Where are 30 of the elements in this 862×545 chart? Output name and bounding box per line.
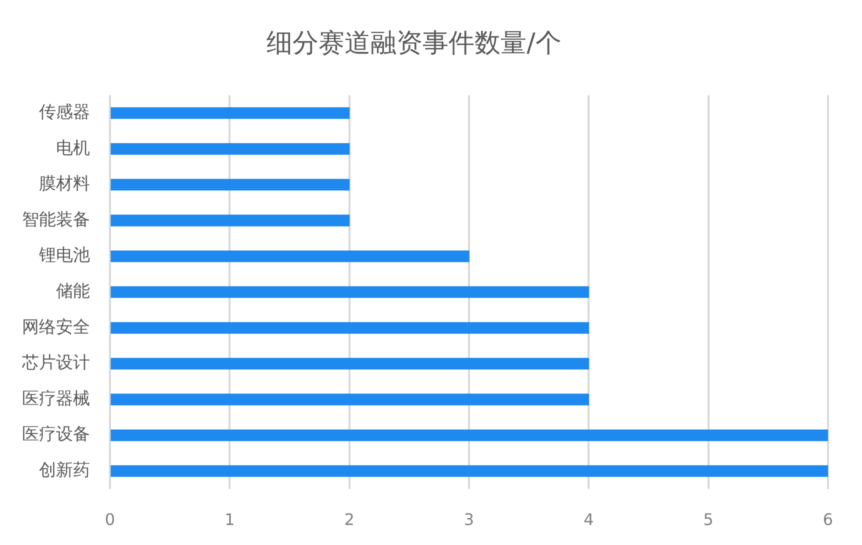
bar [110, 394, 589, 406]
x-tick-label: 5 [703, 510, 714, 529]
x-tick-label: 1 [224, 510, 235, 529]
x-tick-label: 0 [104, 510, 116, 529]
bar [110, 358, 589, 370]
x-tick-label: 2 [344, 510, 354, 529]
y-tick-label: 智能装备 [22, 210, 90, 230]
bar [110, 465, 828, 477]
bar [110, 286, 589, 298]
y-tick-label: 医疗器械 [22, 388, 90, 409]
chart-title: 细分赛道融资事件数量/个 [266, 28, 562, 58]
x-tick-label: 4 [584, 510, 594, 529]
y-tick-label: 电机 [56, 138, 90, 158]
bar [110, 178, 350, 191]
bar [110, 322, 589, 334]
y-tick-label: 锂电池 [38, 246, 90, 266]
y-tick-label: 网络安全 [22, 317, 90, 338]
bar [110, 214, 350, 226]
y-tick-label: 传感器 [39, 102, 90, 123]
y-tick-label: 创新药 [39, 460, 90, 481]
y-tick-label: 芯片设计 [21, 353, 90, 374]
x-tick-label: 6 [822, 510, 834, 529]
bar [110, 429, 828, 442]
bar [110, 107, 350, 119]
x-tick-label: 3 [464, 510, 474, 529]
y-tick-label: 膜材料 [39, 174, 90, 194]
bar [110, 250, 470, 262]
bar [110, 143, 350, 155]
y-tick-label: 医疗设备 [22, 424, 90, 445]
y-tick-label: 储能 [56, 282, 90, 302]
